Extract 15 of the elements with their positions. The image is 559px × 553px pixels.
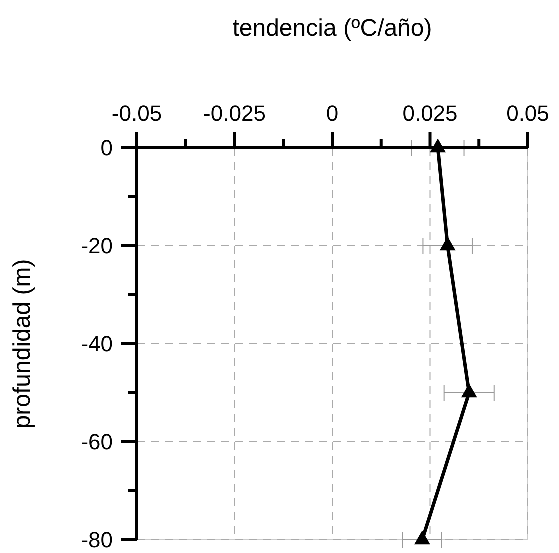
y-axis-title: profundidad (m)	[9, 259, 36, 429]
y-tick-label: -40	[81, 332, 113, 357]
y-tick-label: 0	[100, 136, 113, 161]
point	[440, 236, 456, 251]
point	[461, 384, 478, 398]
x-tick-label: -0.025	[204, 101, 266, 126]
x-tick-label: 0	[326, 101, 339, 126]
x-axis-title: tendencia (ºC/año)	[232, 15, 432, 42]
y-tick-label: -80	[81, 528, 113, 553]
y-tick-label: -20	[81, 234, 113, 259]
point	[414, 530, 430, 545]
y-tick-label: -60	[81, 430, 113, 455]
x-tick-label: -0.05	[112, 101, 162, 126]
x-tick-label: 0.05	[506, 101, 550, 126]
x-tick-label: 0.025	[402, 101, 458, 126]
